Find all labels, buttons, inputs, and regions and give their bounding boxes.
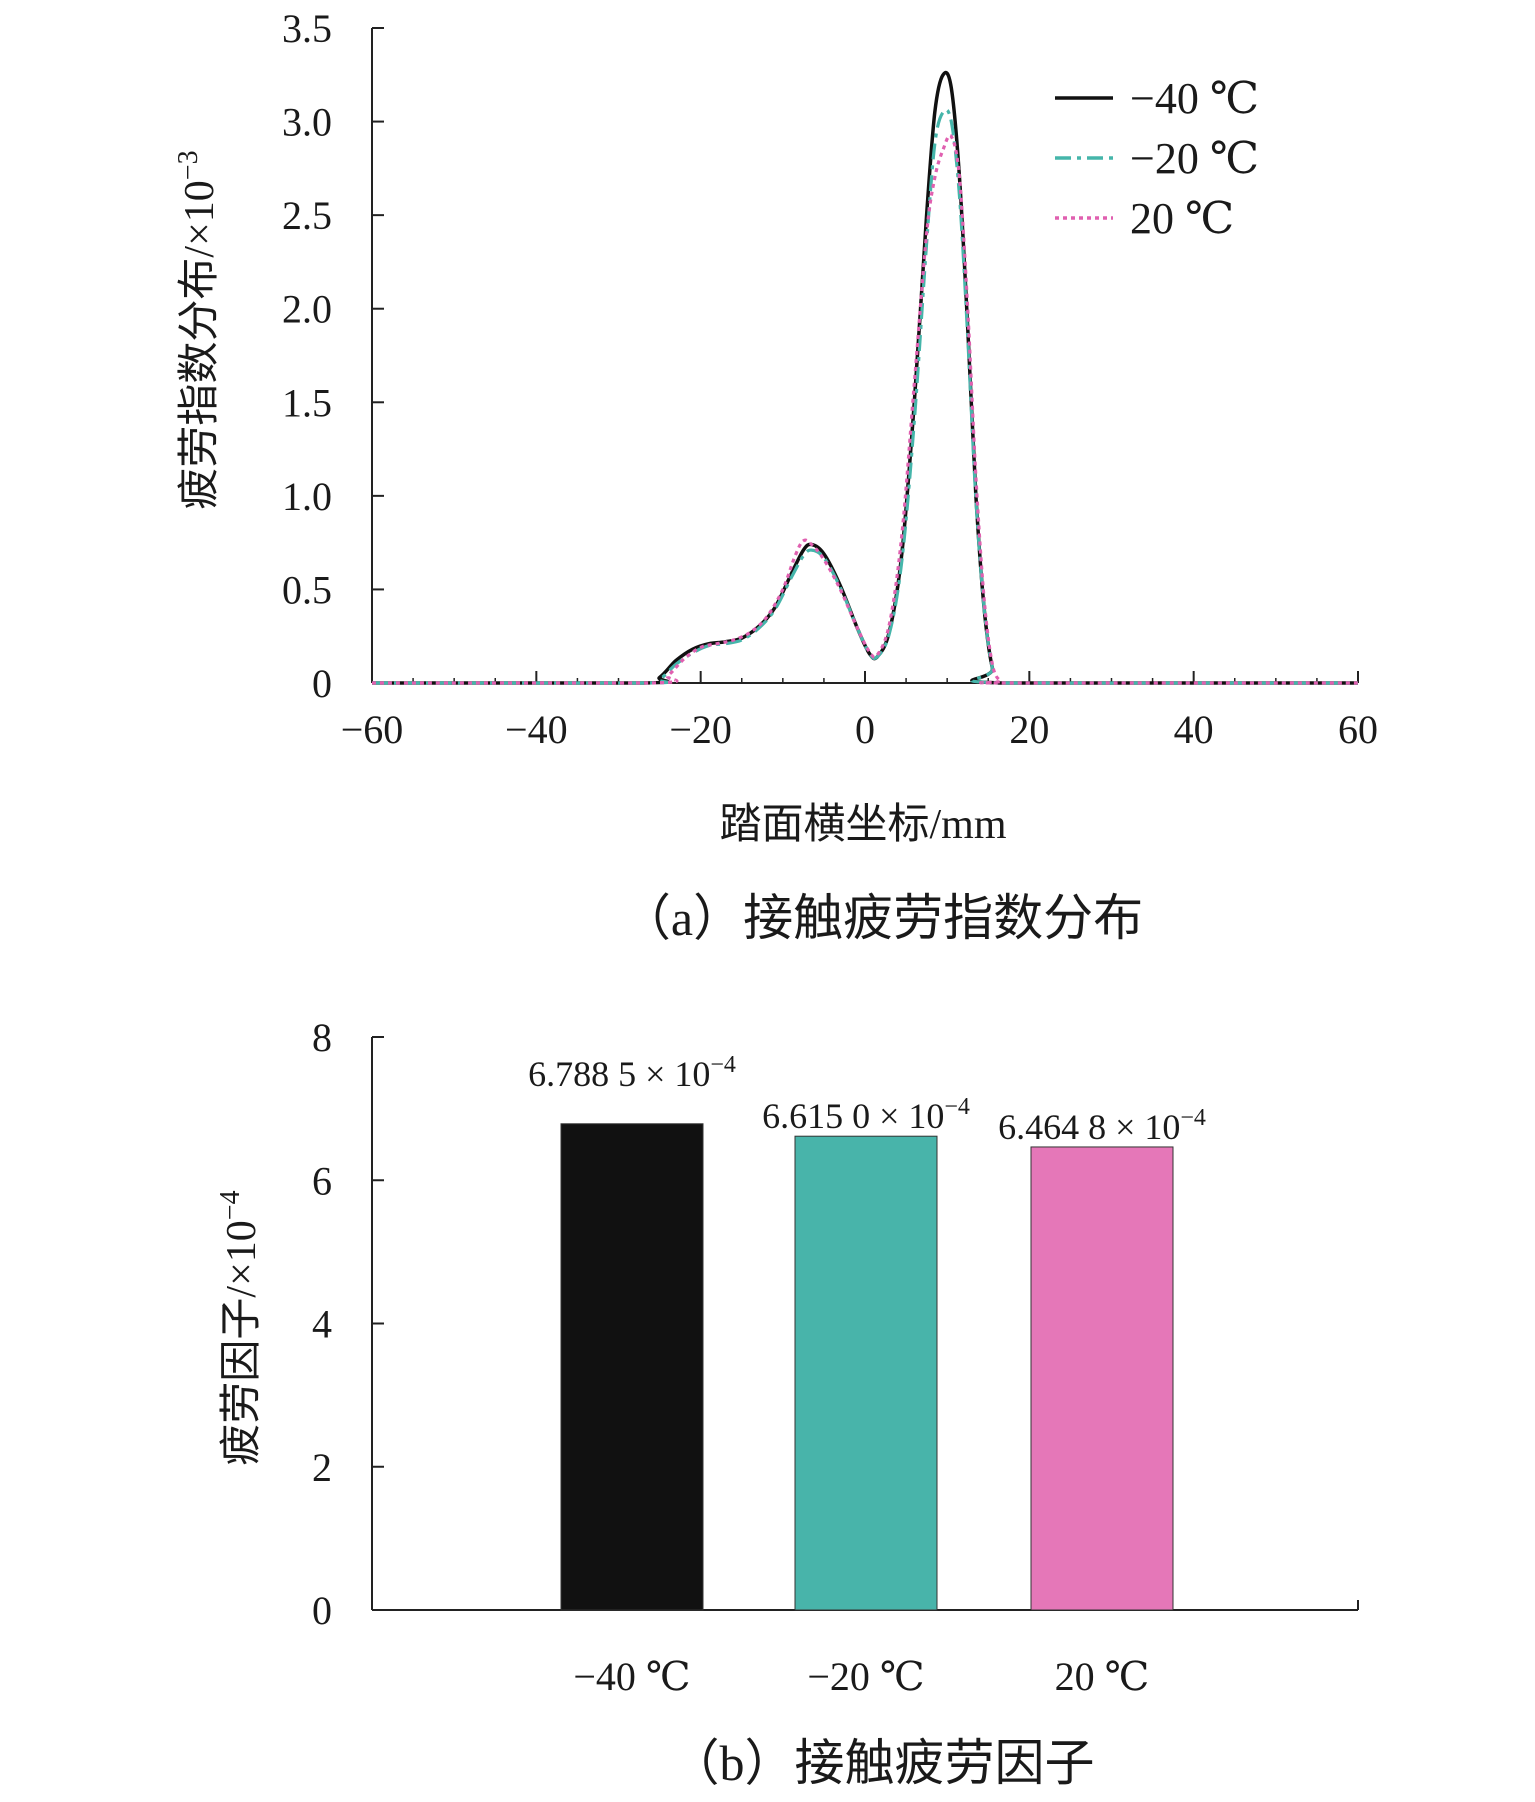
- a-y-tick-label: 0.5: [282, 567, 332, 612]
- b-category-label-0: −40 ℃: [573, 1654, 690, 1699]
- b-data-label-2: 6.464 8 × 10−4: [998, 1105, 1206, 1147]
- a-series-lines: [371, 70, 1358, 685]
- a-y-tick-label: 1.5: [282, 380, 332, 425]
- b-y-tick-label: 2: [312, 1445, 332, 1490]
- b-data-label-1: 6.615 0 × 10−4: [762, 1094, 970, 1136]
- a-x-tick-label: 40: [1174, 707, 1214, 752]
- a-y-tick-label: 3.0: [282, 100, 332, 145]
- a-x-tick-label: 20: [1009, 707, 1049, 752]
- b-category-label-1: −20 ℃: [807, 1654, 924, 1699]
- line-chart: −60 −40 −20 0 20 40 60 0 0.5 1.0 1.5 2.0 2.5 3.0 3.5 踏…: [173, 6, 1378, 946]
- b-data-label-main: 6.788 5 × 10: [528, 1054, 710, 1094]
- b-bar-2: [1030, 1146, 1174, 1611]
- b-tick-labels: 0 2 4 6 8 −40 ℃ −20 ℃ 20 ℃: [312, 1015, 1149, 1699]
- a-y-axis-label-main: 疲劳指数分布/×10: [177, 180, 223, 509]
- b-data-label-exponent: −4: [710, 1052, 736, 1078]
- b-y-axis-label: 疲劳因子/×10−4: [215, 1190, 265, 1465]
- a-y-tick-label: 1.0: [282, 474, 332, 519]
- a-legend-label-2: 20 ℃: [1130, 194, 1234, 243]
- a-legend-label-1: −20 ℃: [1130, 134, 1259, 183]
- a-y-tick-label: 3.5: [282, 6, 332, 51]
- a-x-tick-label: 0: [855, 707, 875, 752]
- a-series-line-2: [371, 133, 1358, 685]
- b-y-tick-label: 6: [312, 1158, 332, 1203]
- a-legend: −40 ℃ −20 ℃ 20 ℃: [1055, 74, 1259, 243]
- a-x-tick-label: −40: [505, 707, 568, 752]
- b-data-label-main: 6.615 0 × 10: [762, 1096, 944, 1136]
- a-legend-label-0: −40 ℃: [1130, 74, 1259, 123]
- b-data-label-exponent: −4: [944, 1094, 970, 1120]
- b-y-tick-label: 8: [312, 1015, 332, 1060]
- b-bars: 6.788 5 × 10−46.615 0 × 10−4 6.464 8 × 10…: [528, 1052, 1206, 1611]
- b-data-label-main: 6.464 8 × 10: [998, 1107, 1180, 1147]
- a-tick-labels: −60 −40 −20 0 20 40 60 0 0.5 1.0 1.5 2.0 2.5 3.0 3.5: [282, 6, 1378, 752]
- a-x-axis-label: 踏面横坐标/mm: [719, 802, 1006, 848]
- a-x-tick-label: −20: [669, 707, 732, 752]
- a-y-axis-label: 疲劳指数分布/×10−3: [173, 150, 223, 509]
- b-bar-0: [560, 1123, 704, 1611]
- b-y-axis-label-exponent: −4: [215, 1190, 246, 1220]
- a-y-axis-label-exponent: −3: [173, 150, 204, 180]
- b-y-tick-label: 0: [312, 1588, 332, 1633]
- b-caption: （b）接触疲劳因子: [670, 1735, 1095, 1791]
- a-x-tick-label: −60: [341, 707, 404, 752]
- a-x-tick-label: 60: [1338, 707, 1378, 752]
- a-caption: （a）接触疲劳指数分布: [621, 890, 1143, 946]
- b-bar-1: [794, 1135, 938, 1611]
- b-category-label-2: 20 ℃: [1055, 1654, 1150, 1699]
- bar-chart: 6.788 5 × 10−46.615 0 × 10−4 6.464 8 × 10…: [215, 1015, 1359, 1791]
- b-y-axis-label-main: 疲劳因子/×10: [219, 1220, 265, 1465]
- b-y-tick-label: 4: [312, 1302, 332, 1347]
- a-axes: [371, 27, 1359, 684]
- a-y-tick-label: 2.5: [282, 193, 332, 238]
- b-data-label-0: 6.788 5 × 10−4: [528, 1052, 736, 1094]
- a-y-tick-label: 2.0: [282, 287, 332, 332]
- a-y-tick-label: 0: [312, 661, 332, 706]
- b-data-label-exponent: −4: [1180, 1105, 1206, 1131]
